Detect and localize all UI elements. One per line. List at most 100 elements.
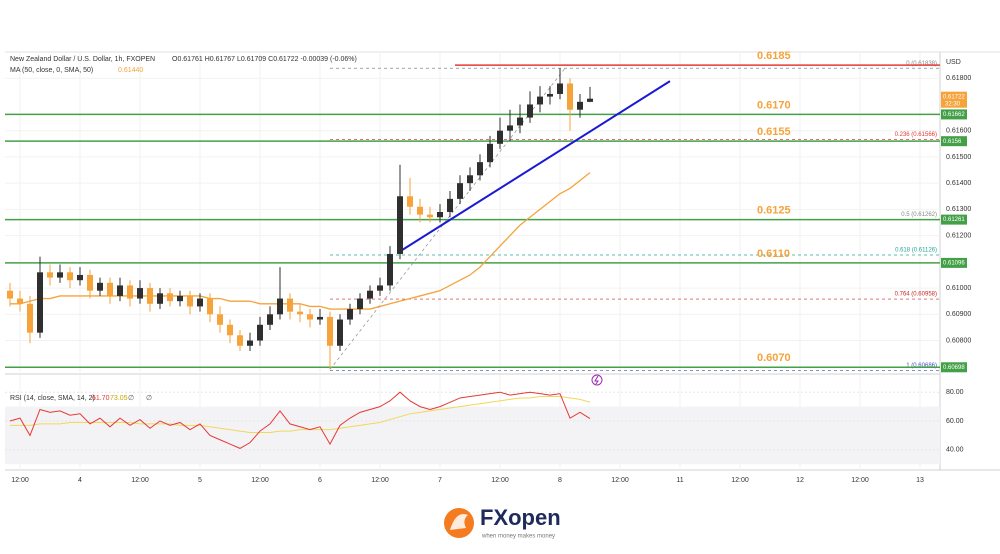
candle-body bbox=[467, 175, 473, 184]
rsi-legend: RSI (14, close, SMA, 14, 2) bbox=[10, 395, 95, 402]
candle-body bbox=[137, 288, 143, 299]
price-tag bbox=[941, 109, 967, 120]
candle-body bbox=[187, 295, 193, 307]
candle-body bbox=[337, 319, 343, 346]
level-label: 0.6155 bbox=[757, 126, 791, 138]
rsi-legend-value: 61.70 bbox=[92, 395, 110, 402]
candle-body bbox=[347, 309, 353, 320]
fib-label: 0.236 (0.61566) bbox=[895, 132, 937, 138]
candle-body bbox=[247, 340, 253, 346]
candle-body bbox=[207, 298, 213, 315]
y-tick-label: 0.61300 bbox=[946, 206, 971, 213]
chart-title: New Zealand Dollar / U.S. Dollar, 1h, FX… bbox=[10, 56, 155, 63]
candle-body bbox=[437, 212, 443, 218]
x-tick-label: 12:00 bbox=[371, 477, 389, 484]
price-tag bbox=[941, 214, 967, 225]
candle-body bbox=[497, 130, 503, 144]
candle-body bbox=[477, 162, 483, 176]
candle-body bbox=[447, 198, 453, 212]
rsi-legend-value: ∅ bbox=[146, 395, 152, 402]
candle-body bbox=[147, 288, 153, 304]
ma-line bbox=[10, 172, 591, 310]
price-tag-label: 0.61096 bbox=[943, 260, 965, 266]
candle-body bbox=[97, 282, 103, 291]
candle-body bbox=[407, 196, 413, 207]
ma-legend: MA (50, close, 0, SMA, 50) bbox=[10, 67, 93, 74]
rsi-tick-label: 40.00 bbox=[946, 447, 964, 454]
level-label: 0.6070 bbox=[757, 352, 791, 364]
candle-body bbox=[67, 272, 73, 281]
rsi-band bbox=[5, 406, 940, 465]
candle-body bbox=[557, 83, 563, 94]
candle-body bbox=[157, 293, 163, 304]
fib-label: 0.764 (0.60958) bbox=[895, 292, 937, 298]
x-tick-label: 12:00 bbox=[491, 477, 509, 484]
level-label: 0.6185 bbox=[757, 50, 791, 62]
candle-body bbox=[107, 282, 113, 296]
rsi-legend-value: 73.05 bbox=[110, 395, 128, 402]
candle-body bbox=[267, 314, 273, 325]
candle-body bbox=[307, 314, 313, 320]
y-tick-label: 0.61400 bbox=[946, 180, 971, 187]
x-tick-label: 4 bbox=[78, 477, 82, 484]
price-tag-label: 0.61662 bbox=[943, 112, 965, 118]
candle-body bbox=[387, 253, 393, 286]
candle-body bbox=[487, 143, 493, 163]
level-label: 0.6170 bbox=[757, 99, 791, 111]
x-tick-label: 12:00 bbox=[11, 477, 29, 484]
y-tick-label: 0.61200 bbox=[946, 232, 971, 239]
candle-body bbox=[317, 316, 323, 320]
countdown-label: 32:30 bbox=[945, 101, 961, 107]
y-tick-label: 0.60900 bbox=[946, 311, 971, 318]
fib-label: 1 (0.60686) bbox=[906, 363, 937, 369]
price-tag bbox=[941, 136, 967, 147]
candle-body bbox=[237, 335, 243, 346]
trend-line bbox=[397, 80, 671, 254]
candle-body bbox=[197, 298, 203, 307]
candle-body bbox=[587, 98, 593, 102]
logo-brand: FXopen bbox=[480, 505, 561, 530]
candle-body bbox=[177, 295, 183, 302]
currency-label: USD bbox=[946, 59, 961, 66]
candle-body bbox=[457, 183, 463, 199]
candle-body bbox=[427, 214, 433, 218]
candle-body bbox=[417, 206, 423, 215]
x-tick-label: 6 bbox=[318, 477, 322, 484]
candle-body bbox=[217, 314, 223, 325]
candle-body bbox=[87, 274, 93, 291]
candle-body bbox=[517, 117, 523, 126]
price-tag bbox=[941, 257, 967, 268]
logo-tagline: when money makes money bbox=[481, 534, 555, 540]
fib-anchor-line bbox=[329, 68, 566, 370]
candle-body bbox=[397, 196, 403, 254]
candle-body bbox=[287, 298, 293, 312]
fib-label: 0.5 (0.61262) bbox=[901, 212, 937, 218]
y-tick-label: 0.61600 bbox=[946, 128, 971, 135]
x-tick-label: 12:00 bbox=[611, 477, 629, 484]
ohlc-legend: O0.61761 H0.61767 L0.61709 C0.61722 -0.0… bbox=[172, 56, 357, 63]
last-price-label: 0.61722 bbox=[943, 94, 965, 100]
x-tick-label: 12:00 bbox=[851, 477, 869, 484]
candle-body bbox=[127, 285, 133, 299]
y-tick-label: 0.60800 bbox=[946, 337, 971, 344]
x-tick-label: 12:00 bbox=[251, 477, 269, 484]
price-tag-label: 0.60698 bbox=[943, 365, 965, 371]
candle-body bbox=[377, 285, 383, 291]
level-label: 0.6110 bbox=[757, 248, 790, 260]
candle-body bbox=[537, 96, 543, 105]
rsi-ma-line bbox=[10, 396, 591, 434]
x-tick-label: 13 bbox=[916, 477, 924, 484]
price-tag-label: 0.6156 bbox=[943, 139, 962, 145]
candle-body bbox=[577, 101, 583, 110]
x-tick-label: 12:00 bbox=[731, 477, 749, 484]
y-tick-label: 0.61000 bbox=[946, 285, 971, 292]
rsi-line bbox=[9, 391, 591, 449]
y-tick-label: 0.61800 bbox=[946, 75, 971, 82]
price-tag bbox=[941, 362, 967, 373]
alert-icon[interactable] bbox=[591, 374, 603, 386]
candle-body bbox=[47, 272, 53, 278]
x-tick-label: 7 bbox=[438, 477, 442, 484]
candle-body bbox=[57, 272, 63, 278]
x-tick-label: 8 bbox=[558, 477, 562, 484]
